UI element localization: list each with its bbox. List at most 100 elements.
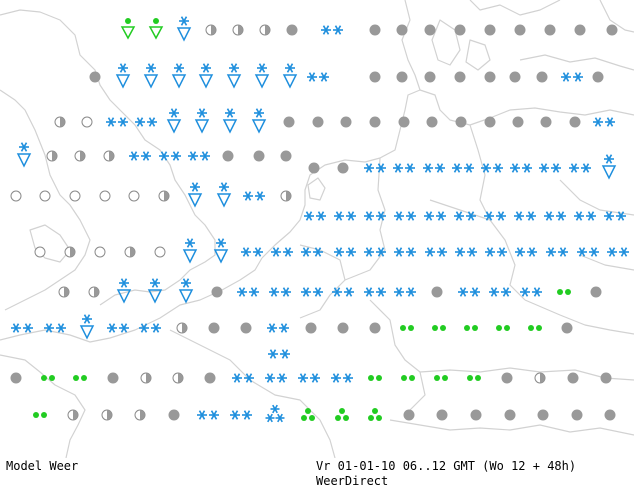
snow-symbol: [364, 211, 386, 221]
overcast-symbol: [10, 190, 22, 202]
snow-symbol: [364, 247, 386, 257]
snow-symbol: [298, 373, 320, 383]
drizzle-shower-symbol: [368, 408, 382, 421]
snow-symbol: [454, 211, 476, 221]
mixed-symbol: [58, 286, 70, 298]
rain-symbol: [590, 286, 602, 298]
drizzle-symbol: [434, 375, 448, 381]
snow-symbol: [129, 151, 151, 161]
snow-shower-symbol: [254, 63, 270, 89]
snow-shower-symbol: [16, 142, 32, 168]
rain-symbol: [396, 71, 408, 83]
snow-symbol: [515, 247, 537, 257]
snow-symbol: [237, 287, 259, 297]
snow-symbol: [159, 151, 181, 161]
snow-symbol: [394, 247, 416, 257]
rain-symbol: [89, 71, 101, 83]
snow-symbol: [188, 151, 210, 161]
mixed-symbol: [534, 372, 546, 384]
snow-symbol: [604, 211, 626, 221]
snow-symbol: [107, 323, 129, 333]
drizzle-symbol: [401, 375, 415, 381]
snow-symbol: [243, 191, 265, 201]
rain-symbol: [504, 409, 516, 421]
overcast-symbol: [81, 116, 93, 128]
rain-symbol: [604, 409, 616, 421]
snow-symbol: [334, 211, 356, 221]
weather-symbols: [10, 16, 629, 423]
snow-symbol: [425, 247, 447, 257]
rain-symbol: [340, 116, 352, 128]
snow-symbol: [307, 72, 329, 82]
rain-symbol: [514, 24, 526, 36]
drizzle-symbol: [464, 325, 478, 331]
snow-symbol: [458, 287, 480, 297]
mixed-symbol: [67, 409, 79, 421]
rain-symbol: [337, 162, 349, 174]
snow-shower-symbol: [194, 108, 210, 134]
drizzle-shower-symbol: [335, 408, 349, 421]
rain-symbol: [512, 116, 524, 128]
rain-symbol: [574, 24, 586, 36]
overcast-symbol: [34, 246, 46, 258]
drizzle-shower-triangle-symbol: [148, 18, 164, 40]
drizzle-symbol: [432, 325, 446, 331]
snow-symbol: [546, 247, 568, 257]
rain-symbol: [222, 150, 234, 162]
snow-shower-symbol: [178, 278, 194, 304]
coastlines: [0, 0, 634, 458]
rain-symbol: [571, 409, 583, 421]
snow-symbol: [577, 247, 599, 257]
snow-symbol: [393, 163, 415, 173]
snow-symbol: [271, 247, 293, 257]
snow-symbol: [539, 163, 561, 173]
rain-symbol: [280, 150, 292, 162]
snow-shower-symbol: [166, 108, 182, 134]
snow-symbol: [304, 211, 326, 221]
rain-symbol: [305, 322, 317, 334]
rain-symbol: [168, 409, 180, 421]
snow-symbol: [139, 323, 161, 333]
mixed-symbol: [232, 24, 244, 36]
mixed-symbol: [54, 116, 66, 128]
overcast-symbol: [39, 190, 51, 202]
mixed-symbol: [134, 409, 146, 421]
snow-symbol: [520, 287, 542, 297]
mixed-symbol: [46, 150, 58, 162]
snow-symbol: [364, 287, 386, 297]
drizzle-symbol: [41, 375, 55, 381]
rain-symbol: [253, 150, 265, 162]
rain-symbol: [569, 116, 581, 128]
snow-symbol: [510, 163, 532, 173]
snow-shower-symbol: [143, 63, 159, 89]
snow-shower-symbol: [176, 16, 192, 42]
rain-symbol: [606, 24, 618, 36]
snow-shower-symbol: [147, 278, 163, 304]
rain-symbol: [337, 322, 349, 334]
snow-shower-symbol: [222, 108, 238, 134]
drizzle-symbol: [400, 325, 414, 331]
mixed-symbol: [74, 150, 86, 162]
rain-symbol: [240, 322, 252, 334]
snow-symbol: [269, 287, 291, 297]
rain-symbol: [537, 409, 549, 421]
mixed-symbol: [259, 24, 271, 36]
rain-symbol: [403, 409, 415, 421]
snow-shower-symbol: [79, 314, 95, 340]
overcast-symbol: [128, 190, 140, 202]
mixed-symbol: [205, 24, 217, 36]
rain-symbol: [107, 372, 119, 384]
brand-label: WeerDirect: [316, 474, 389, 488]
snow-symbol: [593, 117, 615, 127]
snow-shower-symbol: [282, 63, 298, 89]
snow-shower-symbol: [198, 63, 214, 89]
model-label: Model Weer: [6, 459, 79, 473]
snow-symbol: [484, 211, 506, 221]
overcast-symbol: [94, 246, 106, 258]
rain-symbol: [592, 71, 604, 83]
drizzle-symbol: [73, 375, 87, 381]
snow-symbol: [455, 247, 477, 257]
snow-symbol: [544, 211, 566, 221]
overcast-symbol: [69, 190, 81, 202]
snow-symbol: [452, 163, 474, 173]
